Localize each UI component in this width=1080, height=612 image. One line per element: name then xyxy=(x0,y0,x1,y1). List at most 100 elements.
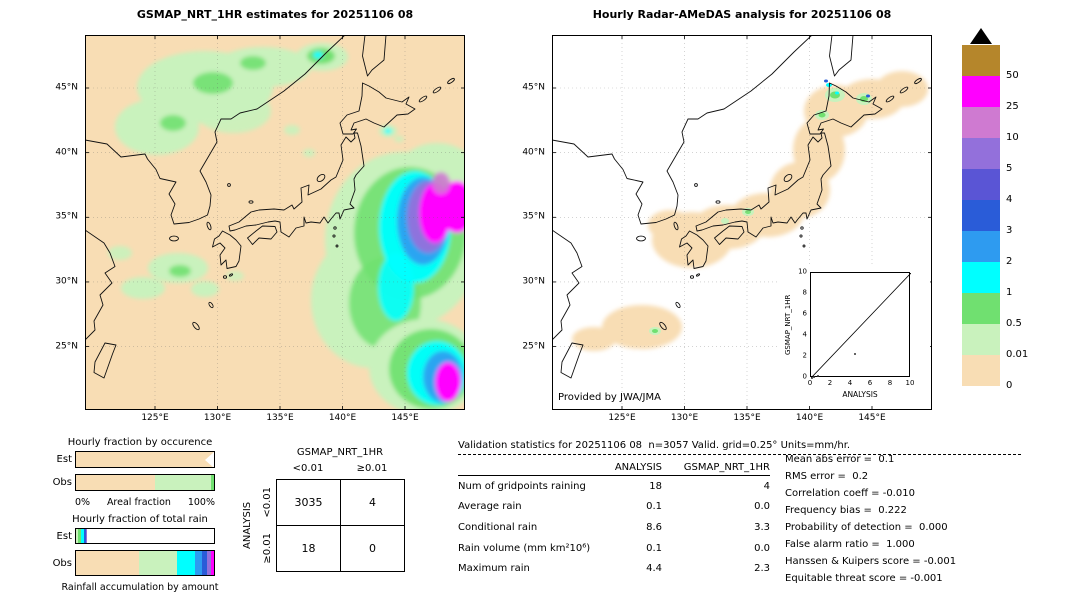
bar-segment xyxy=(154,475,212,490)
contingency-row-label: ≥0.01 xyxy=(261,532,273,564)
stat-row-label: Conditional rain xyxy=(458,521,538,533)
x-tick-label: 135°E xyxy=(266,413,294,423)
score-line: RMS error = 0.2 xyxy=(785,471,869,482)
legend-color-box xyxy=(962,76,1000,107)
inset-y-tick: 6 xyxy=(802,309,807,318)
x-tick-label: 140°E xyxy=(328,413,357,423)
stats-row: Conditional rain 8.6 3.3 xyxy=(458,517,770,538)
inset-y-tick: 0 xyxy=(802,372,807,381)
legend-color-box xyxy=(962,324,1000,355)
bar-row-label: Obs xyxy=(52,557,72,569)
legend-color-box xyxy=(962,45,1000,76)
legend-boundary-label: 2 xyxy=(1006,256,1013,267)
legend-color-box xyxy=(962,355,1000,386)
contingency-col-group-label: GSMAP_NRT_1HR xyxy=(296,447,384,458)
legend-color-box xyxy=(962,262,1000,293)
totalrain-fraction-chart: Hourly fraction of total rain Est Obs Rai… xyxy=(50,514,230,593)
legend-color-box xyxy=(962,107,1000,138)
bar-row-label: Obs xyxy=(52,477,72,488)
stats-row: Num of gridpoints raining 18 4 xyxy=(458,476,770,497)
x-tick-label: 140°E xyxy=(795,413,824,423)
stat-analysis-value: 4.4 xyxy=(646,563,662,575)
bar-segment xyxy=(201,551,208,575)
bar-notch xyxy=(205,452,214,467)
score-line: Mean abs error = 0.1 xyxy=(785,454,895,465)
legend-boundary-label: 0.01 xyxy=(1006,349,1029,360)
x-tick-label: 130°E xyxy=(670,413,699,423)
legend-entry: 3 xyxy=(962,200,1012,236)
x-tick-label: 125°E xyxy=(608,413,636,423)
x-tick-label: 125°E xyxy=(141,413,169,423)
dashed-divider xyxy=(458,454,1021,455)
bar-segment xyxy=(207,551,212,575)
bar-segment xyxy=(83,529,86,543)
y-tick-label: 45°N xyxy=(522,82,545,93)
stat-row-label: Num of gridpoints raining xyxy=(458,480,586,492)
stat-gsmap-value: 4 xyxy=(763,480,770,492)
bar-segment xyxy=(211,475,214,490)
bar-segment xyxy=(80,529,84,543)
inset-y-tick: 2 xyxy=(802,351,807,360)
legend-boundary-label: 0.5 xyxy=(1006,318,1022,329)
occurrence-fraction-chart: Hourly fraction by occurence Est Obs 0% A… xyxy=(50,437,230,508)
contingency-col-label: ≥0.01 xyxy=(356,463,388,474)
stats-row: Maximum rain 4.4 2.3 xyxy=(458,558,770,579)
scatter-point xyxy=(854,352,856,355)
inset-y-tick: 8 xyxy=(802,288,807,297)
inset-x-tick: 4 xyxy=(847,379,853,387)
data-credit: Provided by JWA/JMA xyxy=(558,392,661,403)
legend-boundary-label: 0 xyxy=(1006,380,1013,391)
scatter-point xyxy=(817,374,819,377)
occurrence-chart-title: Hourly fraction by occurence xyxy=(67,437,213,448)
y-tick-label: 25°N xyxy=(55,341,78,352)
legend-entry: 2 xyxy=(962,231,1012,267)
y-tick-label: 40°N xyxy=(55,147,78,158)
stat-row-label: Rain volume (mm km²10⁶) xyxy=(458,542,591,554)
bar-segment xyxy=(211,551,214,575)
legend-boundary-label: 1 xyxy=(1006,287,1013,298)
totalrain-bars: Est Obs xyxy=(50,528,230,576)
stat-row-label: Average rain xyxy=(458,501,522,513)
precip-colorbar: 50 25 10 5 4 3 2 1 0.5 0.01 0 xyxy=(962,28,1028,391)
bar-row-label: Est xyxy=(56,530,72,542)
legend-boundary-label: 3 xyxy=(1006,225,1013,236)
contingency-cell: 18 xyxy=(276,525,341,572)
stats-table-header: ANALYSIS GSMAP_NRT_1HR xyxy=(458,462,770,476)
inset-plot-area xyxy=(810,272,911,379)
score-line: Correlation coeff = -0.010 xyxy=(785,488,915,499)
legend-boundary-label: 4 xyxy=(1006,194,1013,205)
inset-y-axis-label: GSMAP_NRT_1HR xyxy=(784,294,792,355)
legend-entry: 25 xyxy=(962,76,1019,112)
radar-map-canvas xyxy=(552,35,932,410)
legend-color-box xyxy=(962,200,1000,231)
coastline xyxy=(85,35,455,379)
x-tick-label: 135°E xyxy=(733,413,761,423)
legend-entry: 0.5 xyxy=(962,293,1022,329)
legend-entry: 50 xyxy=(962,45,1019,81)
stacked-bar xyxy=(75,528,215,544)
gsmap-estimates-map: 45°N 40°N 35°N 30°N 25°N 125°E 130°E 135°E 140°E… xyxy=(55,35,465,423)
stats-table: ANALYSIS GSMAP_NRT_1HR Num of gridpoints… xyxy=(458,462,770,579)
contingency-grid: 3035 4 18 0 xyxy=(276,479,405,572)
totalrain-caption: Rainfall accumulation by amount xyxy=(61,582,219,593)
x-tick-label: 145°E xyxy=(391,413,419,423)
contingency-col-labels: <0.01 ≥0.01 xyxy=(276,463,404,474)
stat-gsmap-value: 3.3 xyxy=(754,521,770,533)
legend-color-box xyxy=(962,138,1000,169)
inset-x-tick: 10 xyxy=(905,379,915,387)
bar-row: Obs xyxy=(50,474,230,491)
left-map-title: GSMAP_NRT_1HR estimates for 20251106 08 xyxy=(136,8,414,21)
bar-segment xyxy=(76,475,155,490)
gsmap-map-canvas xyxy=(85,35,465,410)
stats-col-analysis: ANALYSIS xyxy=(614,462,662,473)
areal-fraction-axis: 0% Areal fraction 100% xyxy=(75,497,215,508)
precipitation-blobs xyxy=(108,43,465,410)
bar-segment xyxy=(76,452,214,467)
radar-amedas-map: GSMAP_NRT_1HR ANALYSIS 0 0 2 2 4 4 6 6 8 8 10 10 Pr… xyxy=(522,35,932,423)
legend-color-box xyxy=(962,231,1000,262)
legend-entries: 50 25 10 5 4 3 2 1 0.5 0.01 0 xyxy=(962,45,1028,391)
inset-x-tick: 0 xyxy=(807,379,813,387)
axis-min-label: 0% xyxy=(75,497,91,508)
bar-row: Obs xyxy=(50,550,230,576)
legend-entry: 4 xyxy=(962,169,1012,205)
